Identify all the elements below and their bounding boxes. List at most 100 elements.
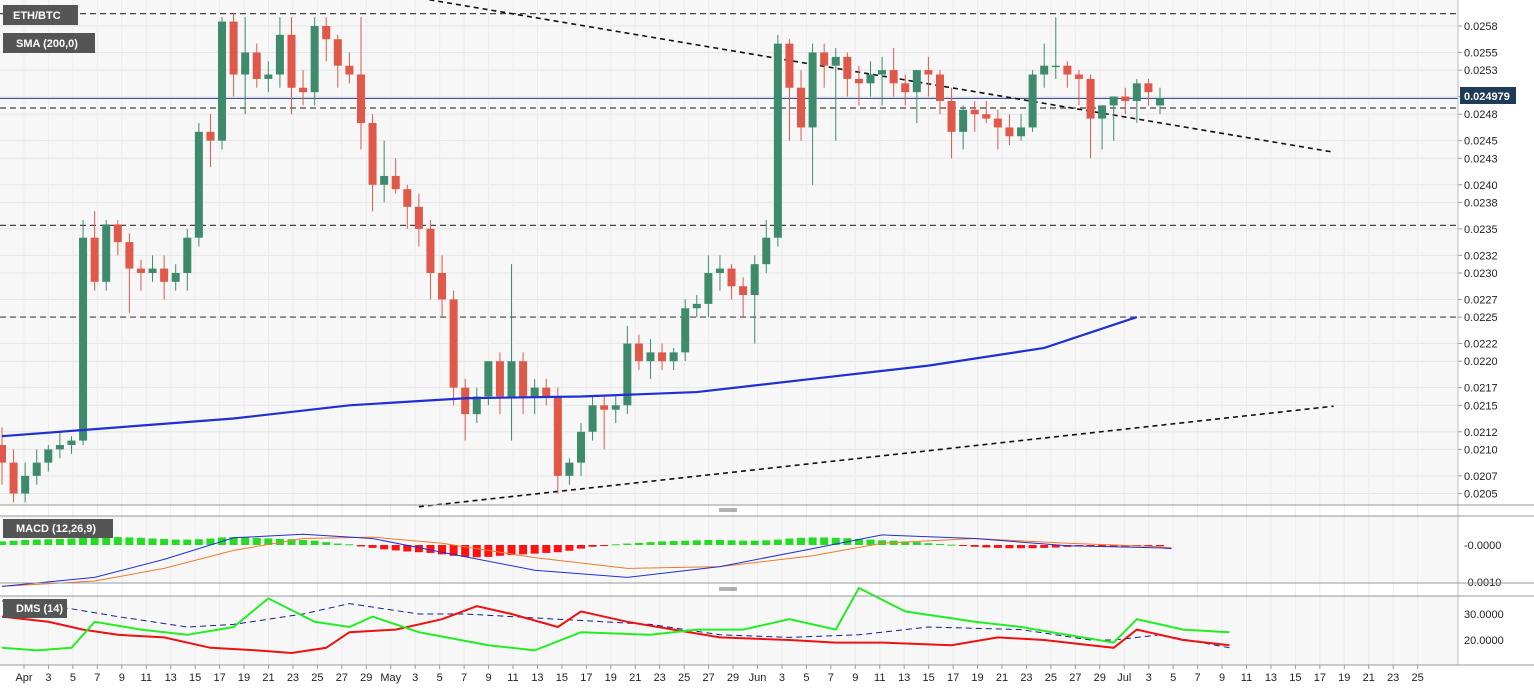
candle-bull: [1040, 65, 1049, 75]
y-tick-label: 0.0240: [1464, 180, 1498, 192]
candle-bull: [194, 131, 203, 238]
macd-hist-neg: [461, 545, 470, 557]
macd-hist-pos: [646, 542, 655, 545]
macd-hist-pos: [866, 539, 875, 545]
x-tick-label: 19: [971, 672, 983, 684]
x-tick-label: 27: [336, 672, 348, 684]
sma-tag[interactable]: SMA (200,0): [3, 33, 95, 53]
macd-panel: [0, 516, 1458, 583]
macd-hist-neg: [484, 545, 493, 557]
x-tick-label: 5: [1170, 672, 1176, 684]
x-tick-label: 7: [828, 672, 834, 684]
macd-hist-pos: [171, 539, 180, 545]
macd-hist-pos: [773, 539, 782, 545]
macd-hist-neg: [1156, 545, 1164, 547]
sma-200-line: [1, 316, 1138, 438]
candle-bear: [252, 52, 261, 79]
macd-hist-pos: [762, 540, 771, 545]
macd-hist-neg: [391, 545, 400, 551]
candle-bull: [310, 26, 319, 93]
candle-bull: [831, 56, 840, 66]
y-tick-label: 0.0245: [1464, 136, 1498, 148]
x-tick-label: 7: [1195, 672, 1201, 684]
x-tick-label: 19: [605, 672, 617, 684]
macd-hist-pos: [310, 540, 319, 545]
x-tick-label: 17: [213, 672, 225, 684]
candle-bull: [1156, 98, 1164, 106]
macd-hist-neg: [1017, 545, 1026, 549]
x-tick-label: Jul: [1117, 672, 1131, 684]
candle-bear: [345, 65, 354, 75]
y-tick-label: 0.0238: [1464, 197, 1498, 209]
candle-bear: [1074, 74, 1083, 79]
candle-bear: [299, 87, 308, 93]
candle-bear: [658, 352, 667, 362]
macd-hist-pos: [715, 539, 724, 545]
candle-bull: [577, 431, 585, 463]
candle-bull: [472, 396, 481, 415]
macd-hist-neg: [356, 545, 365, 547]
symbol-tag[interactable]: ETH/BTC: [3, 5, 78, 25]
dms-tag[interactable]: DMS (14): [3, 599, 67, 618]
macd-hist-pos: [947, 544, 956, 546]
macd-hist-neg: [426, 545, 435, 553]
macd-hist-neg: [438, 545, 447, 555]
splitter-handle-dms[interactable]: [719, 587, 737, 591]
candle-bear: [785, 43, 794, 88]
y-tick-label: 0.0258: [1464, 21, 1498, 33]
macd-hist-pos: [820, 537, 829, 545]
x-tick-label: 29: [360, 672, 372, 684]
macd-hist-pos: [194, 539, 203, 545]
candle-bear: [90, 237, 99, 282]
splitter-handle-macd[interactable]: [719, 508, 737, 512]
x-tick-label: 29: [727, 672, 739, 684]
macd-hist-pos: [681, 540, 690, 545]
macd-hist-neg: [588, 545, 597, 547]
candle-bear: [634, 343, 643, 362]
candle-bear: [727, 268, 736, 287]
y-tick-label: 0.0243: [1464, 153, 1498, 165]
macd-hist-neg: [530, 545, 539, 554]
candle-bull: [32, 462, 41, 476]
candle-bull: [878, 70, 887, 75]
macd-hist-pos: [299, 539, 308, 545]
candle-bear: [889, 70, 898, 84]
symbol-label: ETH/BTC: [13, 10, 61, 22]
candle-bear: [403, 189, 412, 207]
x-tick-label: 13: [1265, 672, 1277, 684]
macd-hist-pos: [9, 540, 18, 545]
x-tick-label: 21: [629, 672, 641, 684]
candle-bull: [1028, 74, 1037, 128]
macd-hist-neg: [553, 545, 562, 553]
y-tick-label: 0.0227: [1464, 294, 1498, 306]
macd-tag[interactable]: MACD (12,26,9): [3, 519, 113, 538]
candle-bull: [102, 224, 111, 282]
macd-hist-pos: [750, 540, 759, 545]
macd-hist-pos: [322, 542, 331, 545]
candle-bull: [912, 70, 921, 93]
y-tick-label: 0.0232: [1464, 250, 1498, 262]
macd-line: [1, 533, 1172, 587]
macd-hist-neg: [970, 545, 979, 547]
candle-bull: [588, 405, 597, 432]
x-tick-label: 23: [654, 672, 666, 684]
candle-bear: [1144, 83, 1153, 93]
macd-hist-neg: [1028, 545, 1037, 549]
x-tick-label: 9: [1219, 672, 1225, 684]
macd-hist-pos: [90, 537, 99, 545]
dms-tick-label: 30.0000: [1464, 609, 1504, 621]
x-tick-label: 13: [165, 672, 177, 684]
macd-hist-pos: [345, 544, 354, 546]
x-tick-label: 3: [1146, 672, 1152, 684]
macd-hist-pos: [704, 539, 713, 545]
x-tick-label: 7: [461, 672, 467, 684]
x-tick-label: 25: [1045, 672, 1057, 684]
candle-bull: [218, 21, 227, 141]
candle-bear: [206, 131, 215, 141]
x-tick-label: 29: [1094, 672, 1106, 684]
candle-bear: [0, 444, 6, 463]
x-tick-label: Jun: [749, 672, 767, 684]
macd-hist-pos: [21, 539, 30, 545]
macd-hist-pos: [878, 540, 887, 545]
x-tick-label: 25: [678, 672, 690, 684]
